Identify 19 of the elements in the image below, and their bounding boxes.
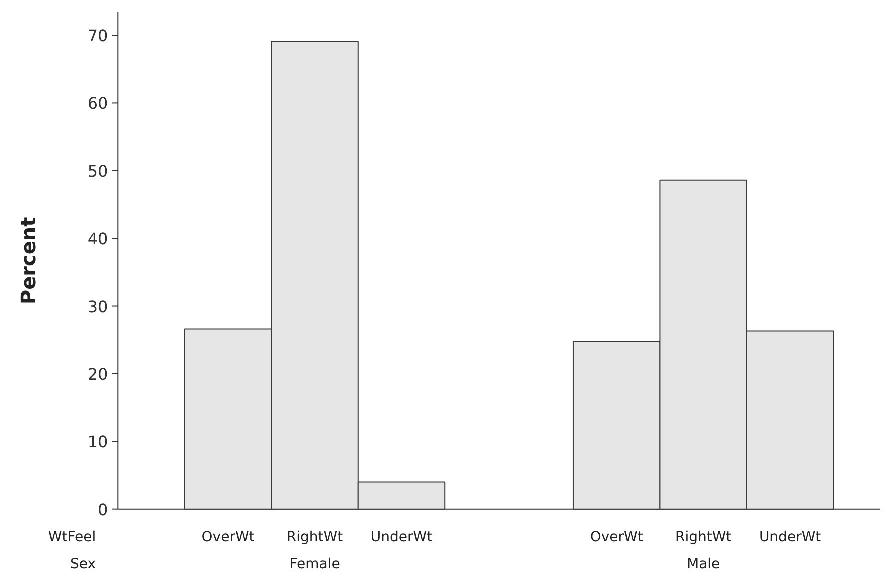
x-tick-label: RightWt: [675, 530, 732, 546]
y-tick-label: 20: [88, 364, 108, 384]
x-tick-label: UnderWt: [759, 530, 822, 546]
x-tick-label: OverWt: [202, 530, 256, 546]
y-tick-label: 70: [88, 26, 108, 46]
x-tick-label: OverWt: [590, 530, 644, 546]
text: Male: [686, 556, 720, 572]
y-tick-label: 50: [88, 162, 108, 181]
y-tick-label: 0: [98, 500, 108, 520]
y-tick-label: 60: [88, 94, 108, 114]
y-tick-label: 40: [88, 230, 108, 249]
x-axis-title: WtFeel: [48, 530, 96, 546]
y-axis-title: Percent: [16, 216, 40, 305]
legend-title: Sex: [70, 556, 96, 572]
x-tick-label: RightWt: [286, 530, 344, 546]
y-tick-label: 10: [88, 432, 108, 452]
y-tick-label: 30: [88, 297, 108, 316]
x-tick-label: UnderWt: [370, 530, 434, 546]
text: Female: [290, 556, 340, 572]
